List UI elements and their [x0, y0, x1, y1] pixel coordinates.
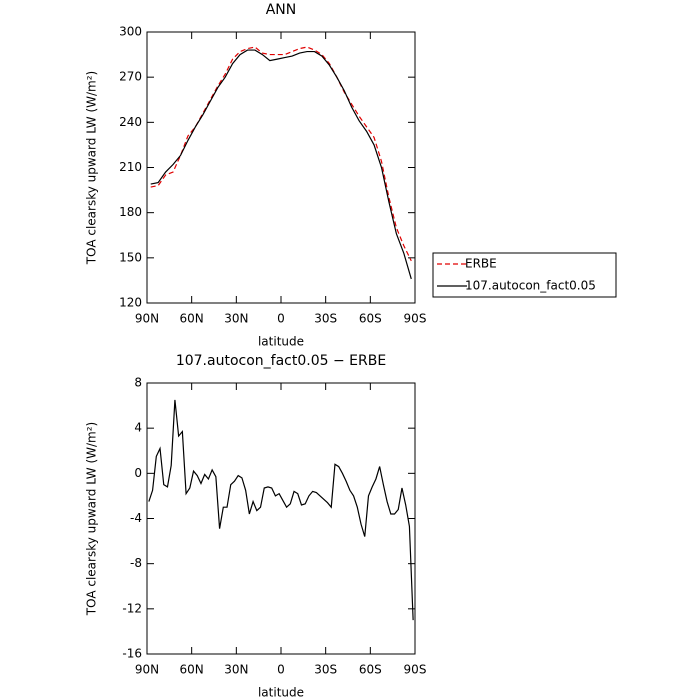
x-tick-label: 30S [314, 312, 337, 326]
x-axis-label: latitude [258, 335, 304, 349]
x-tick-label: 90N [135, 663, 159, 677]
y-tick-label: 300 [119, 25, 142, 39]
plot-frame [146, 382, 416, 655]
y-tick-label: -8 [130, 556, 142, 570]
y-tick-label: 270 [119, 70, 142, 84]
x-tick-label: 60N [180, 312, 204, 326]
x-tick-label: 90S [404, 312, 427, 326]
x-tick-label: 60S [359, 663, 382, 677]
chart-title: 107.autocon_fact0.05 − ERBE [176, 353, 386, 369]
y-tick-label: 210 [119, 160, 142, 174]
y-tick-label: -16 [122, 647, 142, 661]
y-tick-label: 120 [119, 296, 142, 310]
x-tick-label: 90N [135, 312, 159, 326]
y-tick-label: 8 [134, 376, 142, 390]
x-tick-label: 0 [277, 312, 285, 326]
data-line [150, 49, 412, 280]
data-line [148, 399, 414, 621]
x-tick-label: 30N [224, 663, 248, 677]
x-tick-label: 90S [404, 663, 427, 677]
data-line [150, 46, 412, 262]
x-axis-label: latitude [258, 686, 304, 700]
x-tick-label: 30S [314, 663, 337, 677]
chart-title: ANN [266, 2, 297, 18]
y-tick-label: 4 [134, 421, 142, 435]
y-tick-label: 180 [119, 205, 142, 219]
y-tick-label: -12 [122, 601, 142, 615]
plot-frame [146, 31, 416, 304]
y-axis-label: TOA clearsky upward LW (W/m²) [85, 422, 99, 616]
y-axis-label: TOA clearsky upward LW (W/m²) [85, 71, 99, 265]
x-tick-label: 30N [224, 312, 248, 326]
legend-label: 107.autocon_fact0.05 [465, 279, 596, 293]
y-tick-label: -4 [130, 511, 142, 525]
y-tick-label: 240 [119, 115, 142, 129]
legend-box [432, 252, 617, 298]
y-tick-label: 150 [119, 250, 142, 264]
x-tick-label: 60S [359, 312, 382, 326]
y-tick-label: 0 [134, 466, 142, 480]
x-tick-label: 60N [180, 663, 204, 677]
x-tick-label: 0 [277, 663, 285, 677]
legend-label: ERBE [465, 257, 497, 271]
